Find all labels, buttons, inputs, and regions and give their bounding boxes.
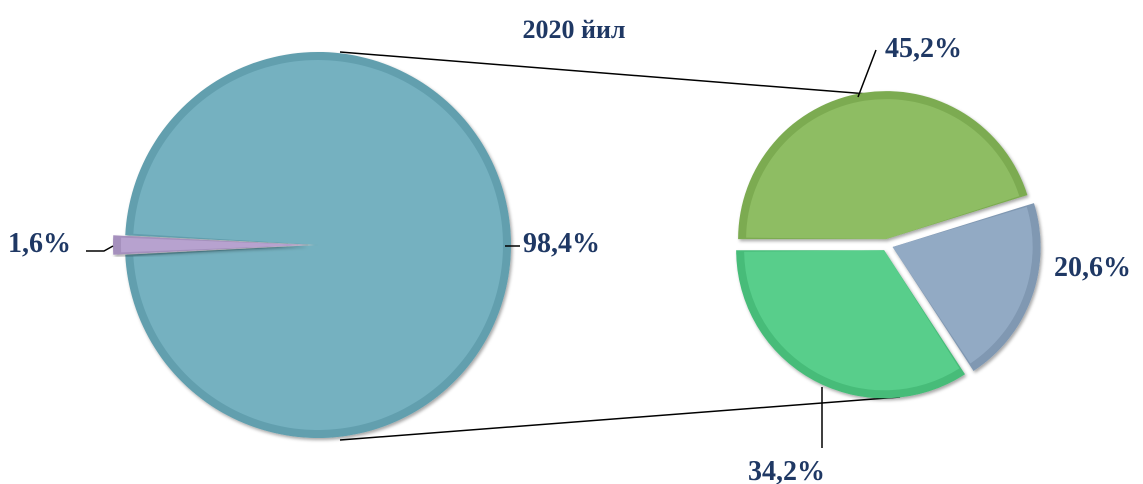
- pie1-slice-0-face: [746, 99, 1020, 240]
- label-main-98: 98,4%: [523, 228, 600, 259]
- connector-line-bottom: [339, 396, 901, 441]
- pie0-slice-0: [125, 51, 512, 438]
- pie-slices: [112, 51, 1041, 438]
- pie0-slice-1: [112, 235, 306, 255]
- connector-line-top: [339, 51, 906, 98]
- label-main-1-6: 1,6%: [8, 228, 71, 259]
- leader-line-2: [857, 49, 877, 98]
- label-sec-45: 45,2%: [885, 33, 962, 64]
- pie1-slice-2-face: [744, 250, 960, 391]
- pie1-slice-1: [892, 203, 1041, 371]
- pie1-slice-0: [738, 91, 1028, 240]
- leader-lines: [86, 49, 877, 448]
- pie1-slice-2: [736, 250, 966, 399]
- label-sec-20: 20,6%: [1054, 252, 1131, 283]
- leader-line-0: [86, 245, 114, 252]
- pie0-slice-0-face: [133, 60, 503, 431]
- pie0-slice-1-face: [121, 237, 306, 253]
- pie1-slice-1-face: [892, 206, 1033, 364]
- chart-title: 2020 йил: [522, 15, 625, 44]
- label-sec-34: 34,2%: [748, 456, 825, 484]
